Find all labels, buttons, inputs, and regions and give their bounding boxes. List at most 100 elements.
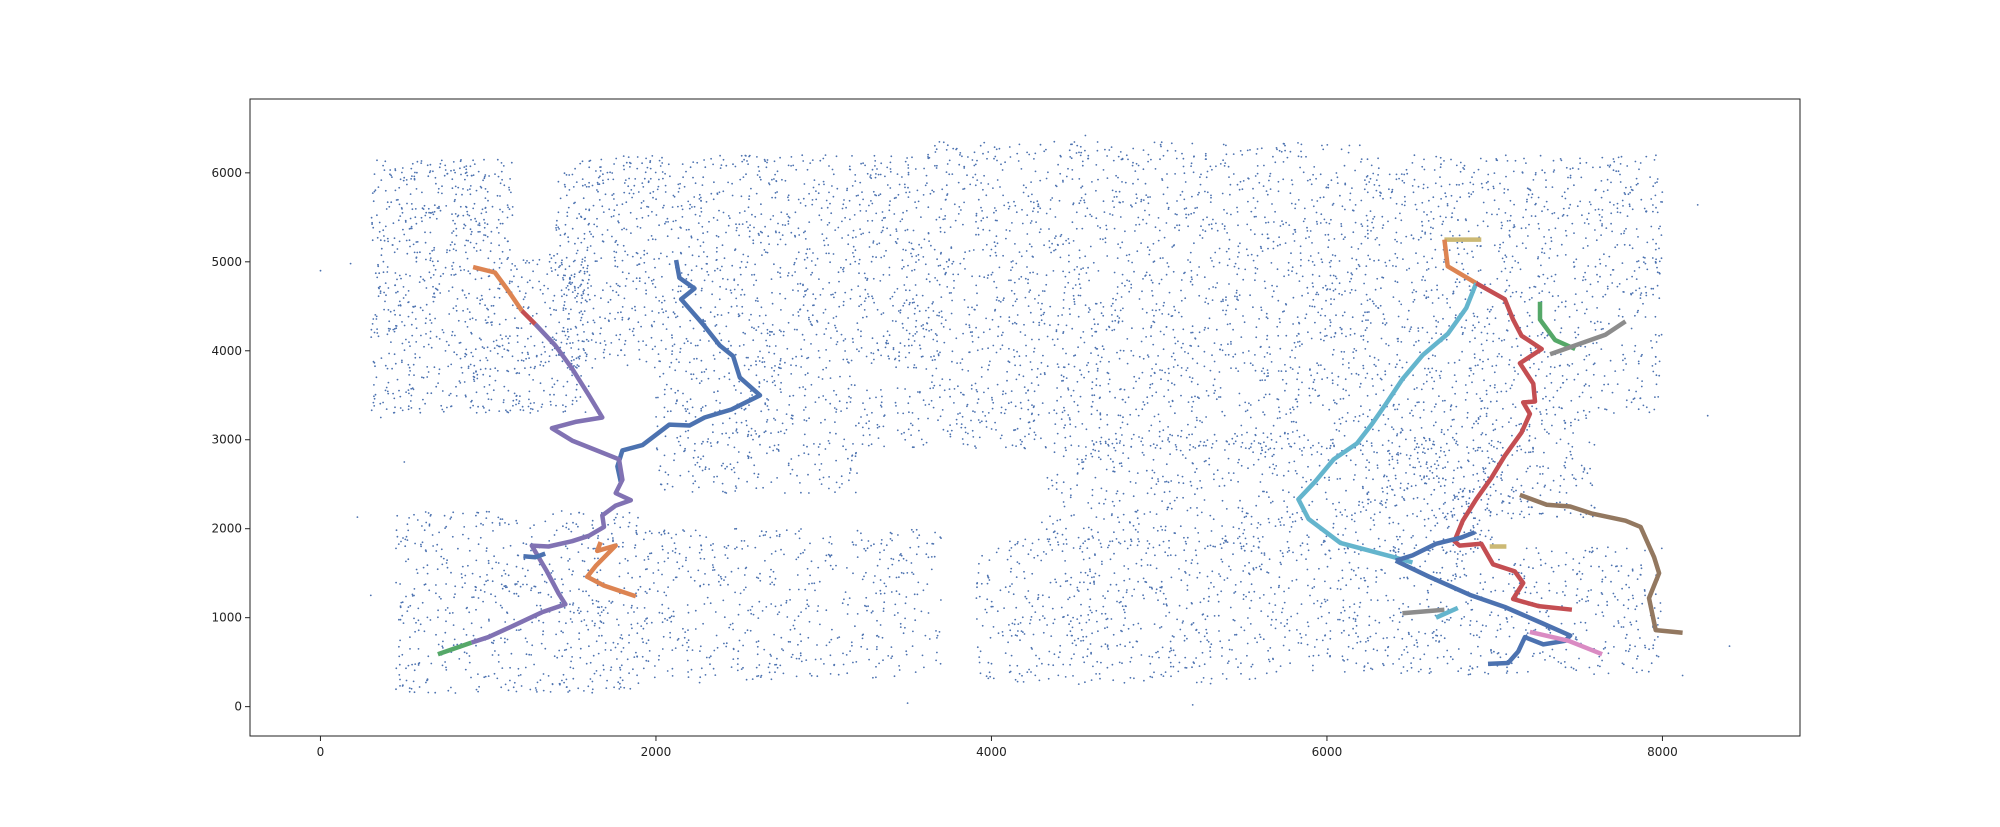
scatter-point bbox=[826, 224, 829, 226]
scatter-point bbox=[599, 166, 601, 169]
scatter-point bbox=[1424, 231, 1427, 234]
scatter-point bbox=[584, 411, 587, 413]
scatter-point bbox=[1642, 404, 1645, 407]
scatter-point bbox=[676, 315, 679, 318]
scatter-point bbox=[961, 368, 964, 371]
scatter-point bbox=[1432, 227, 1434, 230]
scatter-point bbox=[1054, 216, 1057, 218]
scatter-point bbox=[1037, 211, 1039, 213]
scatter-point bbox=[1263, 372, 1266, 375]
scatter-point bbox=[1222, 309, 1224, 312]
scatter-point bbox=[712, 198, 715, 201]
scatter-point bbox=[689, 319, 692, 322]
scatter-point bbox=[371, 239, 374, 242]
scatter-point bbox=[602, 289, 604, 292]
scatter-point bbox=[522, 259, 525, 261]
scatter-point bbox=[501, 211, 504, 213]
scatter-point bbox=[1457, 219, 1459, 222]
scatter-point bbox=[797, 198, 800, 201]
scatter-point bbox=[671, 345, 674, 347]
scatter-point bbox=[1361, 225, 1364, 228]
scatter-point bbox=[607, 178, 610, 181]
scatter-point bbox=[893, 213, 896, 215]
scatter-point bbox=[1591, 295, 1594, 298]
scatter-point bbox=[1029, 361, 1032, 363]
scatter-point bbox=[1057, 366, 1060, 368]
scatter-point bbox=[1355, 267, 1358, 270]
scatter-point bbox=[1191, 142, 1194, 145]
scatter-point bbox=[1626, 278, 1628, 281]
scatter-point bbox=[814, 264, 817, 266]
scatter-point bbox=[464, 394, 467, 397]
scatter-point bbox=[1439, 156, 1442, 159]
scatter-point bbox=[1198, 191, 1200, 194]
scatter-point bbox=[373, 361, 376, 364]
scatter-point bbox=[1294, 203, 1297, 206]
scatter-point bbox=[1544, 242, 1547, 245]
scatter-point bbox=[881, 211, 884, 213]
scatter-point bbox=[568, 189, 571, 191]
scatter-point bbox=[662, 311, 665, 314]
scatter-point bbox=[549, 307, 551, 310]
scatter-point bbox=[1451, 386, 1454, 389]
scatter-point bbox=[694, 182, 697, 185]
scatter-point bbox=[768, 243, 770, 246]
scatter-point bbox=[1142, 327, 1145, 330]
scatter-point bbox=[1615, 170, 1618, 173]
scatter-point bbox=[1450, 194, 1453, 197]
scatter-point bbox=[1029, 289, 1032, 292]
scatter-point bbox=[479, 359, 482, 362]
scatter-point bbox=[1471, 329, 1474, 332]
scatter-point bbox=[1597, 406, 1600, 409]
scatter-point bbox=[1422, 409, 1425, 411]
scatter-point bbox=[750, 364, 752, 367]
scatter-point bbox=[948, 173, 951, 176]
scatter-point bbox=[951, 173, 954, 176]
scatter-point bbox=[604, 193, 607, 196]
scatter-point bbox=[1489, 384, 1492, 387]
scatter-point bbox=[1463, 248, 1466, 251]
scatter-point bbox=[1349, 292, 1352, 294]
scatter-point bbox=[1225, 144, 1227, 147]
scatter-point bbox=[374, 314, 377, 316]
scatter-point bbox=[1191, 357, 1194, 360]
scatter-point bbox=[1469, 289, 1472, 291]
scatter-point bbox=[807, 453, 810, 456]
scatter-point bbox=[1504, 154, 1507, 157]
scatter-point bbox=[787, 196, 789, 199]
scatter-point bbox=[1132, 147, 1135, 150]
scatter-point bbox=[986, 277, 989, 279]
scatter-point bbox=[565, 287, 568, 289]
scatter-point bbox=[1097, 270, 1100, 272]
scatter-point bbox=[1447, 362, 1450, 364]
scatter-point bbox=[720, 164, 723, 167]
scatter-point bbox=[613, 209, 616, 212]
scatter-point bbox=[1472, 373, 1475, 375]
scatter-point bbox=[852, 252, 854, 254]
scatter-point bbox=[1585, 369, 1588, 372]
scatter-point bbox=[1635, 278, 1638, 280]
scatter-point bbox=[1473, 171, 1475, 174]
scatter-point bbox=[774, 196, 777, 199]
scatter-point bbox=[446, 172, 449, 175]
scatter-point bbox=[1300, 150, 1302, 153]
scatter-point bbox=[1643, 261, 1645, 263]
scatter-point bbox=[492, 389, 495, 392]
scatter-point bbox=[1438, 374, 1441, 377]
scatter-point bbox=[805, 289, 808, 292]
scatter-point bbox=[563, 293, 566, 296]
scatter-point bbox=[577, 339, 580, 342]
scatter-point bbox=[745, 424, 748, 427]
scatter-point bbox=[1573, 232, 1575, 235]
scatter-point bbox=[542, 364, 545, 367]
scatter-point bbox=[432, 264, 435, 267]
scatter-point bbox=[774, 365, 776, 367]
scatter-point bbox=[765, 339, 767, 342]
scatter-point bbox=[488, 384, 491, 386]
scatter-point bbox=[397, 304, 400, 307]
scatter-point bbox=[889, 168, 892, 170]
scatter-point bbox=[1404, 200, 1406, 203]
scatter-point bbox=[387, 287, 390, 289]
scatter-point bbox=[776, 448, 778, 450]
scatter-point bbox=[938, 311, 941, 314]
